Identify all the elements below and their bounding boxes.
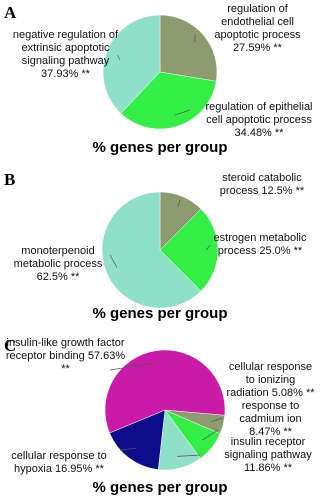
leader-line <box>211 417 223 423</box>
pie-slice <box>104 349 226 434</box>
panel-label: C <box>4 336 16 355</box>
category-label: estrogen metabolic process <box>213 232 307 257</box>
category-label: insulin receptor signaling pathway <box>224 436 312 461</box>
value-label: 16.95% ** <box>55 463 104 475</box>
leader-line <box>177 199 181 208</box>
slice-label: response to cadmium ion 8.47% ** <box>225 400 316 439</box>
category-label: regulation of endothelial cell apoptotic… <box>214 3 301 41</box>
slice-label: regulation of epithelial cell apoptotic … <box>203 101 315 140</box>
slice-label: estrogen metabolic process 25.0% ** <box>205 232 315 258</box>
chart-title: % genes per group <box>92 139 227 156</box>
slice-label: cellular response to hypoxia 16.95% ** <box>3 450 115 476</box>
value-label: 57.63% ** <box>61 350 126 375</box>
leader-line <box>202 429 219 441</box>
leader-line <box>119 447 137 451</box>
value-label: 11.86% ** <box>243 462 293 474</box>
value-label: 62.5% ** <box>36 271 80 283</box>
value-label: 27.59% ** <box>233 42 282 54</box>
category-label: response to cadmium ion <box>239 400 302 425</box>
leader-line <box>117 54 121 61</box>
slice-label: negative regulation of extrinsic apoptot… <box>3 29 128 81</box>
category-label: regulation of epithelial cell apoptotic … <box>205 101 313 126</box>
category-label: steroid catabolic process <box>219 172 302 197</box>
slice-label: cellular response to ionizing radiation … <box>225 361 316 400</box>
value-label: 34.48% ** <box>234 127 284 139</box>
slice-label: insulin-like growth factor receptor bind… <box>3 337 128 376</box>
category-label: monoterpenoid metabolic process <box>13 245 103 270</box>
chart-title: % genes per group <box>92 305 227 322</box>
category-label: cellular response to ionizing radiation <box>226 361 313 399</box>
pie-slice <box>159 14 218 82</box>
value-label: 12.5% ** <box>261 185 305 197</box>
pie-slice <box>120 71 217 130</box>
slice-label: insulin receptor signaling pathway 11.86… <box>220 436 316 475</box>
pie-slice <box>102 14 161 114</box>
pie-slice <box>159 208 219 292</box>
value-label: 5.08% ** <box>271 387 315 399</box>
value-label: 25.0% ** <box>259 245 303 257</box>
value-label: 37.93% ** <box>41 68 90 80</box>
panel-label: A <box>4 3 17 22</box>
leader-line <box>177 454 201 457</box>
slice-label: steroid catabolic process 12.5% ** <box>208 172 316 198</box>
pie-slice <box>109 409 166 470</box>
leader-line <box>206 244 211 251</box>
slice-label: regulation of endothelial cell apoptotic… <box>200 3 315 55</box>
leader-line <box>174 109 191 116</box>
panel-label: B <box>4 170 15 189</box>
pie-slice <box>101 191 202 309</box>
category-label: insulin-like growth factor receptor bind… <box>5 337 125 362</box>
category-label: cellular response to hypoxia <box>11 450 107 475</box>
leader-line <box>109 254 118 268</box>
category-label: negative regulation of extrinsic apoptot… <box>12 29 119 67</box>
value-label: 8.47% ** <box>249 426 292 438</box>
chart-title: % genes per group <box>92 479 227 496</box>
slice-label: monoterpenoid metabolic process 62.5% ** <box>3 245 113 284</box>
leader-line <box>109 362 158 371</box>
